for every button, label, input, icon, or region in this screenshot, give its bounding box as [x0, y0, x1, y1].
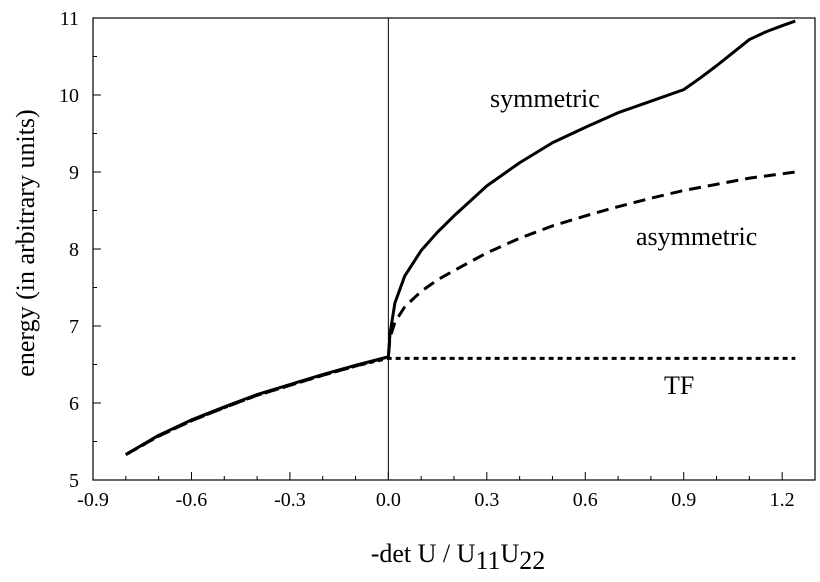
annotation-asymmetric: asymmetric — [636, 222, 757, 251]
x-tick-label: 0.3 — [474, 489, 499, 511]
x-tick-label: -0.9 — [77, 489, 109, 511]
y-tick-label: 5 — [69, 470, 79, 492]
series-line-asymmetric — [125, 170, 796, 456]
x-axis-label-sub: 11 — [475, 546, 500, 575]
x-tick-label: 0.9 — [671, 489, 696, 511]
annotation-symmetric: symmetric — [490, 84, 600, 113]
x-tick-label: 0.6 — [573, 489, 598, 511]
x-tick-label: 1.2 — [770, 489, 795, 511]
x-tick-label: 0.0 — [376, 489, 401, 511]
x-tick-label: -0.6 — [176, 489, 208, 511]
y-tick-label: 8 — [69, 239, 79, 261]
y-tick-label: 6 — [69, 393, 79, 415]
x-axis-label-main: -det U / U — [371, 539, 476, 568]
series-layer — [125, 19, 796, 456]
x-axis-label-sub2: 22 — [519, 546, 545, 575]
x-tick-label: -0.3 — [274, 489, 306, 511]
series-line-symmetric — [125, 19, 796, 456]
y-axis-label: energy (in arbitrary units) — [11, 109, 40, 376]
x-axis-label: -det U / U11U22 — [371, 539, 546, 575]
y-tick-label: 10 — [59, 85, 79, 107]
y-tick-label: 7 — [69, 316, 79, 338]
y-tick-label: 9 — [69, 162, 79, 184]
annotation-tf: TF — [664, 371, 694, 400]
ticks-layer: -0.9 -0.6 -0.3 0.0 0.3 0.6 0.9 1.2 5 6 7 8 9 10 11 — [59, 8, 795, 511]
x-axis-label-main2: U — [500, 539, 519, 568]
series-line-TF — [125, 356, 796, 456]
y-tick-label: 11 — [60, 8, 79, 30]
